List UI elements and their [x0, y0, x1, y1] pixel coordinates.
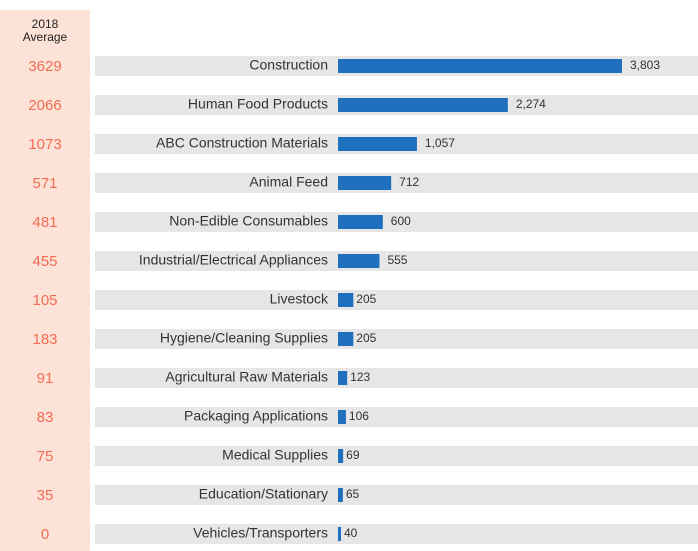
value-label: 106 — [349, 409, 369, 423]
category-label: Hygiene/Cleaning Supplies — [160, 330, 328, 346]
bar — [338, 371, 348, 385]
value-label: 65 — [346, 487, 360, 501]
row-band — [95, 407, 698, 427]
value-label: 40 — [344, 526, 358, 540]
bar — [338, 410, 346, 424]
average-value: 1073 — [28, 136, 61, 153]
row-band — [95, 446, 698, 466]
value-label: 1,057 — [425, 136, 455, 150]
category-label: Industrial/Electrical Appliances — [139, 252, 328, 268]
average-value: 571 — [32, 175, 57, 192]
average-value: 481 — [32, 214, 57, 231]
average-value: 35 — [37, 487, 54, 504]
average-value: 83 — [37, 409, 54, 426]
bar — [338, 449, 344, 463]
bar — [338, 176, 392, 190]
bar — [338, 527, 341, 541]
category-label: Education/Stationary — [199, 486, 328, 502]
value-label: 2,274 — [516, 97, 546, 111]
value-label: 3,803 — [630, 58, 660, 72]
row-band — [95, 485, 698, 505]
bar — [338, 215, 383, 229]
bar — [338, 488, 343, 502]
bar — [338, 98, 508, 112]
row-band — [95, 524, 698, 544]
value-label: 600 — [391, 214, 411, 228]
bar — [338, 59, 622, 73]
category-label: Human Food Products — [188, 96, 328, 112]
bar — [338, 332, 354, 346]
bar — [338, 293, 354, 307]
row-band — [95, 212, 698, 232]
category-label: Vehicles/Transporters — [193, 525, 328, 541]
category-label: Construction — [249, 57, 328, 73]
average-column — [0, 10, 90, 551]
category-label: Packaging Applications — [184, 408, 328, 424]
row-band — [95, 251, 698, 271]
row-band — [95, 173, 698, 193]
value-label: 712 — [399, 175, 419, 189]
value-label: 205 — [356, 331, 376, 345]
value-label: 555 — [387, 253, 407, 267]
category-label: Medical Supplies — [222, 447, 328, 463]
row-band — [95, 290, 698, 310]
row-band — [95, 368, 698, 388]
average-header: 2018 Average — [22, 17, 68, 44]
value-label: 69 — [346, 448, 360, 462]
bar — [338, 254, 380, 268]
row-band — [95, 329, 698, 349]
category-label: Livestock — [270, 291, 329, 307]
average-value: 105 — [32, 292, 57, 309]
average-value: 183 — [32, 331, 57, 348]
category-label: ABC Construction Materials — [156, 135, 328, 151]
average-value: 75 — [37, 448, 54, 465]
average-value: 0 — [41, 526, 49, 543]
category-label: Agricultural Raw Materials — [165, 369, 328, 385]
average-value: 91 — [37, 370, 54, 387]
bar — [338, 137, 417, 151]
value-label: 205 — [356, 292, 376, 306]
value-label: 123 — [350, 370, 370, 384]
average-value: 2066 — [28, 97, 61, 114]
category-label: Non-Edible Consumables — [169, 213, 328, 229]
average-value: 3629 — [28, 58, 61, 75]
average-value: 455 — [32, 253, 57, 270]
category-label: Animal Feed — [249, 174, 328, 190]
